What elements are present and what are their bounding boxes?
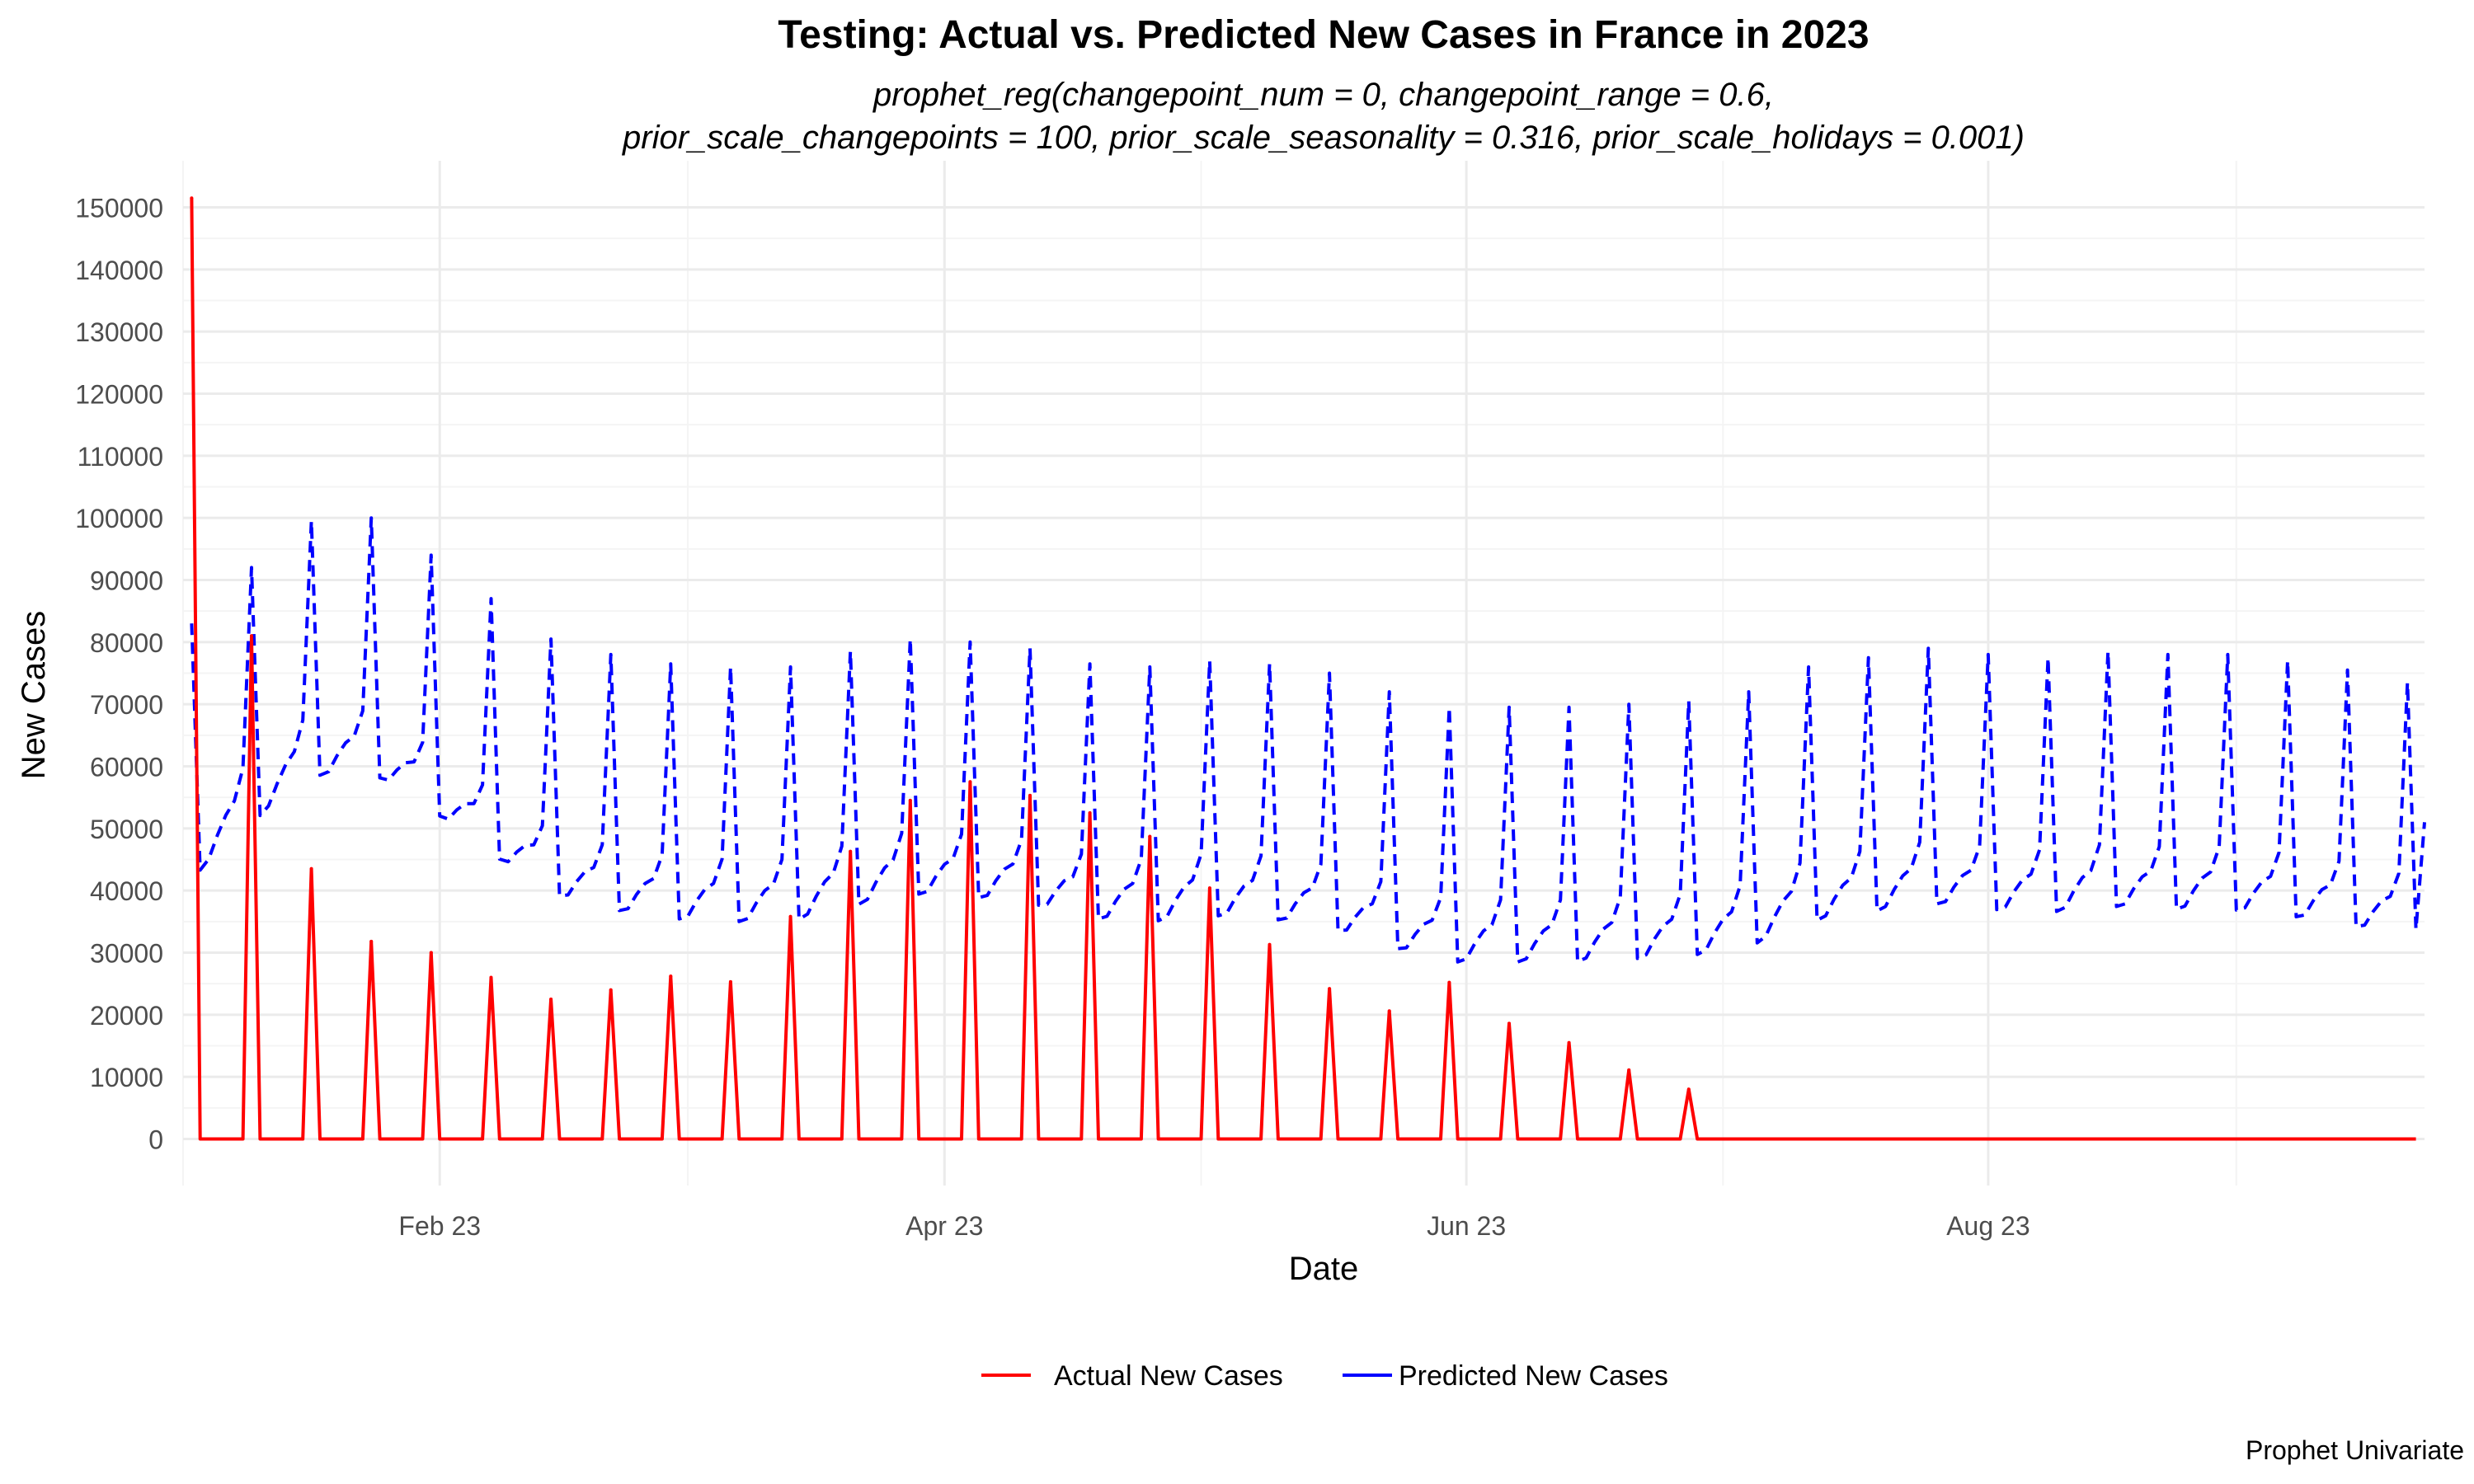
series-line-actual [190, 198, 2416, 1141]
x-tick-label: Feb 23 [398, 1211, 481, 1241]
x-tick-label: Aug 23 [1946, 1211, 2030, 1241]
y-tick-label: 50000 [90, 815, 163, 844]
actual-spike-point [1207, 886, 1211, 890]
actual-spike-point [968, 780, 972, 784]
x-tick-label: Jun 23 [1427, 1211, 1506, 1241]
actual-spike-point [908, 798, 912, 802]
y-tick-label: 120000 [75, 380, 163, 410]
actual-spike-point [1686, 1087, 1691, 1092]
actual-spike-point [1148, 834, 1152, 838]
y-tick-label: 130000 [75, 317, 163, 347]
y-tick-label: 20000 [90, 1001, 163, 1031]
chart-subtitle-line-1: prophet_reg(changepoint_num = 0, changep… [872, 77, 1774, 113]
actual-spike-point [849, 849, 853, 853]
y-tick-label: 0 [148, 1125, 163, 1155]
y-tick-label: 80000 [90, 628, 163, 658]
actual-spike-point [1268, 942, 1272, 946]
y-tick-label: 40000 [90, 876, 163, 906]
series-line-predicted [190, 516, 2426, 964]
y-tick-label: 60000 [90, 753, 163, 782]
actual-spike-point [249, 634, 253, 638]
legend: Actual New Cases Predicted New Cases [981, 1360, 1668, 1392]
y-tick-label: 140000 [75, 256, 163, 285]
y-axis-ticks: 0 10000 20000 30000 40000 50000 60000 70000 8000… [75, 194, 163, 1155]
y-tick-label: 110000 [78, 442, 163, 472]
actual-spike-point [609, 988, 613, 992]
y-axis-label: New Cases [16, 611, 52, 780]
series-layer [190, 196, 2426, 1141]
actual-spike-point [429, 951, 433, 955]
actual-spike-point [669, 974, 673, 979]
actual-spike-point [728, 979, 732, 984]
y-tick-label: 100000 [75, 504, 163, 533]
y-tick-label: 70000 [90, 690, 163, 720]
x-axis-label: Date [1289, 1251, 1359, 1287]
chart-title: Testing: Actual vs. Predicted New Cases … [778, 13, 1869, 57]
chart-caption: Prophet Univariate [2246, 1435, 2464, 1465]
x-axis-ticks: Feb 23 Apr 23 Jun 23 Aug 23 [398, 1211, 2030, 1241]
actual-spike-point [1387, 1009, 1391, 1013]
legend-label-predicted: Predicted New Cases [1399, 1360, 1668, 1392]
actual-spike-point [1028, 793, 1032, 797]
actual-spike-point [1328, 987, 1332, 991]
y-tick-label: 90000 [90, 566, 163, 596]
y-tick-label: 150000 [75, 194, 163, 223]
chart-subtitle-line-2: prior_scale_changepoints = 100, prior_sc… [622, 120, 2025, 156]
actual-spike-point [369, 939, 374, 943]
x-tick-label: Apr 23 [905, 1211, 983, 1241]
actual-spike-point [1507, 1021, 1511, 1026]
legend-label-actual: Actual New Cases [1054, 1360, 1283, 1392]
y-tick-label: 10000 [90, 1063, 163, 1092]
actual-spike-point [1567, 1040, 1571, 1045]
actual-spike-point [1627, 1068, 1631, 1072]
actual-spike-point [489, 975, 493, 979]
actual-spike-point [1447, 980, 1451, 984]
actual-spike-point [549, 998, 553, 1001]
actual-spike-point [309, 866, 313, 871]
y-tick-label: 30000 [90, 939, 163, 969]
actual-spike-point [1088, 811, 1092, 815]
actual-spike-point [190, 196, 194, 200]
actual-spike-point [788, 914, 793, 918]
